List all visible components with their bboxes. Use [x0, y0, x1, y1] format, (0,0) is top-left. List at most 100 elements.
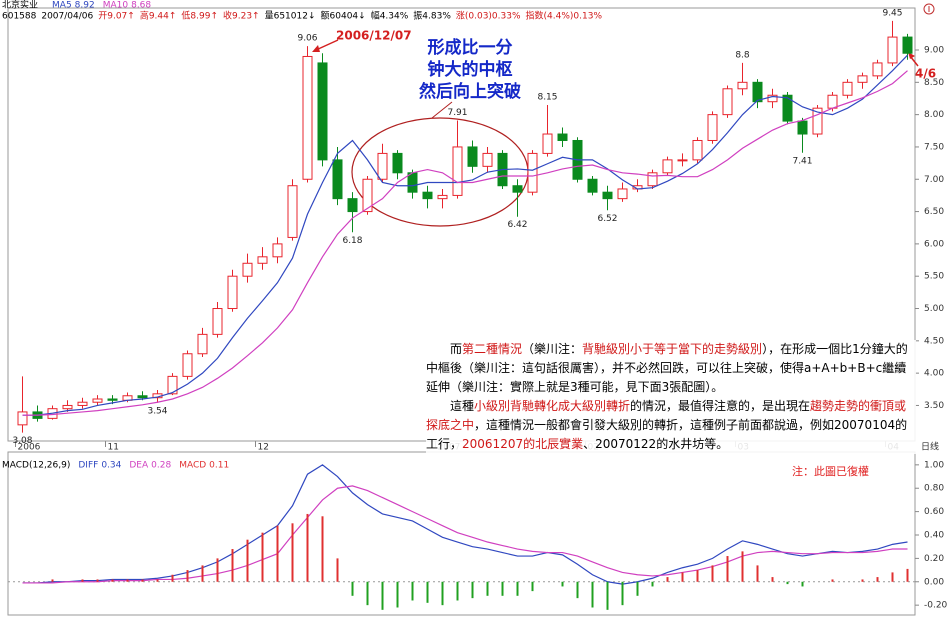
- arrow-head: [908, 52, 915, 59]
- text-span: ），在形成一個比1分鐘大的中樞後（樂川注：這句話很厲害），并不必然回跌，可以往上…: [426, 342, 908, 394]
- candle-body: [527, 152, 538, 193]
- candle-body: [167, 375, 178, 395]
- candle-body: [857, 75, 868, 83]
- paragraph: 這種小級別背馳轉化成大級別轉折的情況，最值得注意的，是出現在趨勢走勢的衝頂或探底…: [426, 397, 916, 454]
- macd-line: [22, 485, 908, 584]
- candle-body: [332, 159, 343, 200]
- y-tick-label: 4.00: [924, 369, 944, 379]
- macd-bar: [651, 581, 654, 587]
- candle-body: [602, 191, 613, 200]
- header-item: 量651012↓: [265, 11, 316, 22]
- candle-body: [677, 159, 688, 162]
- y-tick-label: 8.00: [924, 110, 944, 120]
- extreme-label: 8.8: [735, 50, 750, 60]
- y-tick-label: 6.00: [924, 239, 944, 249]
- macd-bar: [51, 579, 54, 582]
- macd-bar: [276, 525, 279, 582]
- y-tick-label: 0.80: [924, 484, 944, 494]
- header-item: 北京实业: [2, 0, 38, 11]
- candle-body: [467, 146, 478, 167]
- legend-name: MA5: [52, 1, 72, 11]
- candle-body: [407, 172, 418, 193]
- header-item: 指数(4.4%)0.13%: [526, 10, 603, 22]
- macd-bar: [516, 581, 519, 596]
- extreme-label: 9.06: [297, 34, 317, 44]
- macd-bar: [906, 568, 909, 582]
- macd-bar: [501, 581, 504, 596]
- legend-value: 0.28: [151, 461, 171, 471]
- candle-body: [752, 81, 763, 103]
- candle-body: [902, 36, 913, 54]
- macd-bar: [606, 581, 609, 610]
- candle-body: [692, 139, 703, 161]
- x-tick-label: 12: [258, 443, 269, 453]
- candle-body: [452, 146, 463, 196]
- macd-line: [22, 464, 908, 585]
- macd-bar: [156, 579, 159, 582]
- candle-body: [182, 353, 193, 377]
- arrow: [315, 39, 339, 51]
- candle-body: [107, 398, 118, 401]
- paragraph: 而第二種情況（樂川注：背馳級別小于等于當下的走勢級別），在形成一個比1分鐘大的中…: [426, 340, 916, 397]
- extreme-label: 9.45: [882, 8, 902, 18]
- macd-bar: [171, 574, 174, 582]
- candle-body: [392, 152, 403, 174]
- text-span: 小級別背馳轉化成大級別轉折: [474, 399, 631, 413]
- header-item: 开9.07↑: [98, 11, 135, 22]
- macd-bar: [426, 581, 429, 603]
- pivot-annotation: 然后向上突破: [419, 81, 521, 102]
- macd-bar: [246, 539, 249, 582]
- macd-bar: [741, 551, 744, 582]
- candle-body: [302, 55, 313, 180]
- macd-bar: [201, 565, 204, 582]
- candle-body: [92, 398, 103, 403]
- note: 注：此圖已復權: [792, 464, 869, 478]
- candle-body: [272, 243, 283, 258]
- candle-body: [782, 94, 793, 122]
- candle-body: [287, 185, 298, 238]
- text-span: （樂川注：: [522, 342, 583, 356]
- legend-value: 8.92: [75, 1, 95, 11]
- macd-bar: [636, 581, 639, 596]
- extreme-label: 3.54: [147, 406, 167, 416]
- legend-value: 8.68: [131, 1, 151, 11]
- candle-body: [362, 178, 373, 213]
- text-span: 而: [450, 342, 463, 356]
- candle-body: [557, 133, 568, 141]
- y-tick-label: 0.00: [924, 577, 944, 587]
- macd-bar: [621, 581, 624, 606]
- y-tick-label: 7.00: [924, 175, 944, 185]
- macd-bar: [411, 581, 414, 601]
- header-item: 2007/04/06: [41, 12, 93, 22]
- y-tick-label: 8.50: [924, 78, 944, 88]
- macd-bar: [291, 523, 294, 582]
- pivot-annotation: 钟大的中枢: [428, 59, 513, 80]
- header-item: 涨(0.03)0.33%: [456, 11, 521, 22]
- macd-bar: [726, 556, 729, 582]
- macd-bar: [711, 565, 714, 582]
- macd-bar: [336, 558, 339, 582]
- macd-bar: [771, 577, 774, 582]
- y-tick-label: 6.50: [924, 207, 944, 217]
- macd-bar: [801, 581, 804, 587]
- macd-bar: [681, 572, 684, 582]
- text-span: 的情況，最值得注意的，是出現在: [630, 399, 811, 413]
- header-item: 幅4.34%: [371, 10, 409, 22]
- x-axis-label: 日线: [921, 441, 939, 453]
- macd-bar: [321, 516, 324, 582]
- y-tick-label: 5.50: [924, 272, 944, 282]
- macd-bar: [261, 532, 264, 582]
- legend-name: DIFF: [78, 461, 98, 471]
- candle-body: [17, 411, 28, 426]
- macd-bar: [666, 577, 669, 582]
- y-tick-label: 0.20: [924, 554, 944, 564]
- extreme-label: 6.42: [507, 220, 527, 230]
- macd-bar: [366, 581, 369, 606]
- y-tick-label: -0.20: [924, 601, 948, 611]
- macd-bar: [126, 579, 129, 582]
- ma-line: [22, 70, 908, 416]
- macd-bar: [786, 581, 789, 585]
- candle-body: [812, 107, 823, 135]
- legend-name: DEA: [129, 461, 149, 471]
